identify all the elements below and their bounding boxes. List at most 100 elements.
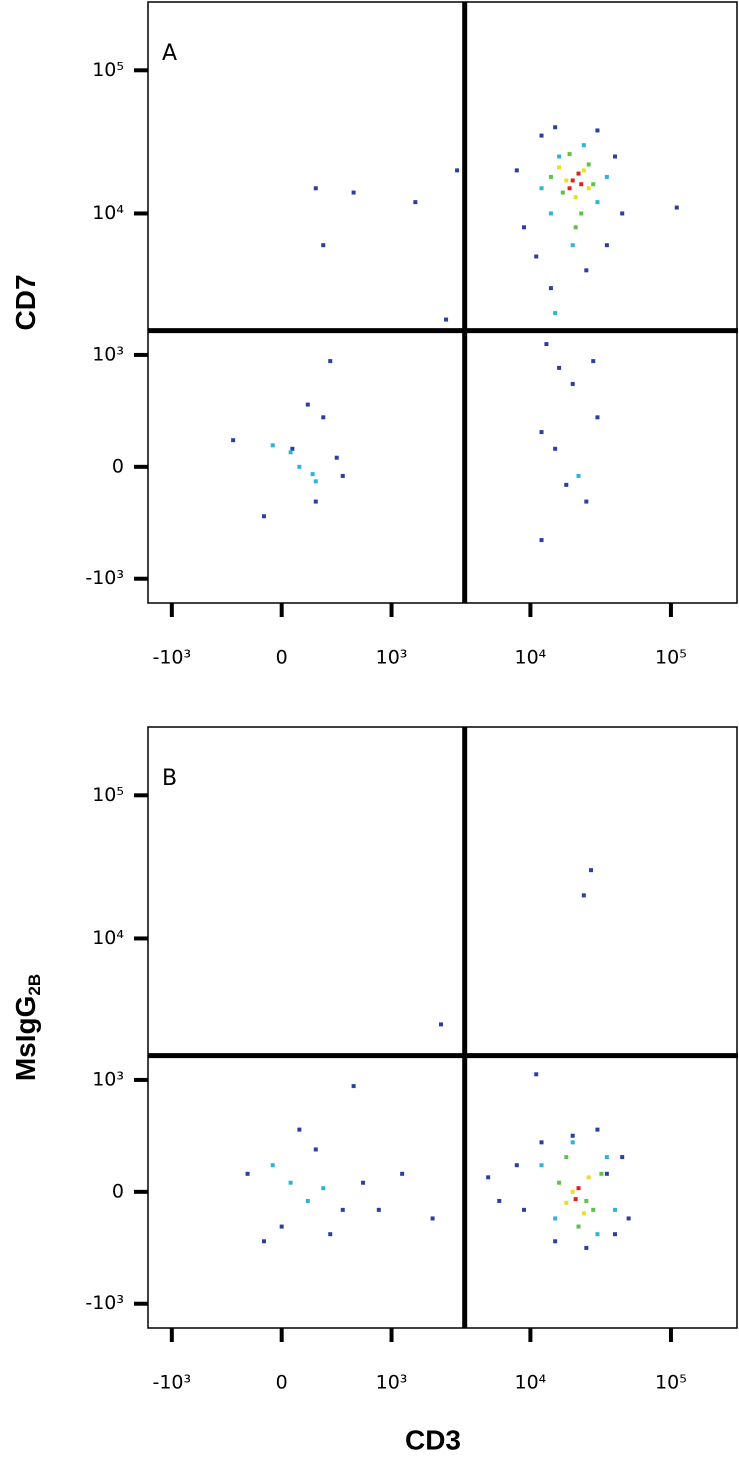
event-dot (576, 473, 581, 478)
x-tick-label: 10⁴ (515, 647, 547, 669)
y-tick-label: 10⁵ (92, 59, 124, 81)
event-dot (544, 342, 549, 347)
y-tick-label: 0 (112, 1180, 124, 1202)
event-dot (620, 1155, 625, 1160)
x-tick-label: 10³ (376, 1372, 408, 1394)
event-dot (261, 1239, 266, 1244)
event-dot (576, 1224, 581, 1229)
event-dot (567, 152, 572, 157)
event-dot (313, 1147, 318, 1152)
event-dot (595, 1127, 600, 1132)
x-axis-label: CD3 (405, 1424, 461, 1455)
event-dot (599, 1171, 604, 1176)
event-dot (321, 1186, 326, 1191)
event-dot (328, 1232, 333, 1237)
event-dot (539, 538, 544, 543)
event-dot (288, 450, 293, 455)
event-dot (514, 1163, 519, 1168)
x-tick-label: 10⁵ (655, 1372, 687, 1394)
event-dot (351, 190, 356, 195)
event-dot (539, 133, 544, 138)
event-dot (553, 311, 558, 316)
event-dot (613, 1232, 618, 1237)
y-tick-label: 10³ (92, 1068, 124, 1090)
event-dot (334, 455, 339, 460)
event-dot (579, 211, 584, 216)
event-dot (305, 402, 310, 407)
event-dot (539, 1140, 544, 1145)
y-tick-label: 0 (112, 455, 124, 477)
event-dot (570, 1189, 575, 1194)
event-dot (576, 171, 581, 176)
event-dot (553, 1239, 558, 1244)
event-dot (310, 472, 315, 477)
event-dot (564, 178, 569, 183)
event-dot (328, 359, 333, 364)
x-tick-label: 10⁵ (655, 647, 687, 669)
event-dot (231, 438, 236, 443)
event-dot (430, 1216, 435, 1221)
plot-frame (147, 726, 738, 1329)
event-dot (595, 415, 600, 420)
event-dot (604, 174, 609, 179)
event-dot (497, 1198, 502, 1203)
event-dot (557, 154, 562, 159)
y-tick-label: -10³ (85, 1292, 124, 1314)
event-dot (595, 1232, 600, 1237)
event-dot (613, 1207, 618, 1212)
event-dot (591, 182, 596, 187)
event-dot (570, 381, 575, 386)
event-dot (584, 499, 589, 504)
event-dot (444, 317, 449, 322)
y-axis-label-main: CD7 (10, 274, 41, 330)
event-dot (573, 225, 578, 230)
event-dot (514, 168, 519, 173)
event-dot (570, 178, 575, 183)
event-dot (297, 1127, 302, 1132)
y-tick-label: 10⁴ (92, 202, 124, 224)
event-dot (548, 286, 553, 291)
plot-frame (147, 1, 738, 604)
event-dot (564, 1155, 569, 1160)
event-dot (567, 186, 572, 191)
event-dot (297, 464, 302, 469)
panel-label: B (162, 766, 177, 791)
event-dot (553, 125, 558, 130)
y-tick-label: 10⁴ (92, 927, 124, 949)
event-dot (553, 446, 558, 451)
event-dot (595, 200, 600, 205)
event-dot (586, 162, 591, 167)
event-dot (581, 1211, 586, 1216)
y-axis-label: CD7 (10, 274, 41, 330)
event-dot (321, 415, 326, 420)
x-tick-label: 0 (276, 1372, 288, 1394)
event-dot (539, 430, 544, 435)
event-dot (560, 190, 565, 195)
event-dot (613, 154, 618, 159)
event-dot (557, 165, 562, 170)
event-dot (270, 1163, 275, 1168)
event-dot (313, 186, 318, 191)
event-dot (361, 1180, 366, 1185)
event-dot (279, 1224, 284, 1229)
event-dot (413, 200, 418, 205)
event-dot (261, 514, 266, 519)
event-dot (313, 479, 318, 484)
event-dot (620, 211, 625, 216)
x-tick-label: -10³ (152, 647, 191, 669)
event-dot (245, 1171, 250, 1176)
event-dot (553, 1216, 558, 1221)
event-dot (604, 243, 609, 248)
x-tick-label: 10⁴ (515, 1372, 547, 1394)
event-dot (340, 1207, 345, 1212)
event-dot (486, 1175, 491, 1180)
event-dot (539, 186, 544, 191)
event-dot (351, 1084, 356, 1089)
event-dot (586, 186, 591, 191)
event-dot (570, 1133, 575, 1138)
y-axis-label-main: MsIgG (10, 996, 41, 1082)
event-dot (584, 268, 589, 273)
event-dot (626, 1216, 631, 1221)
event-dot (557, 365, 562, 370)
